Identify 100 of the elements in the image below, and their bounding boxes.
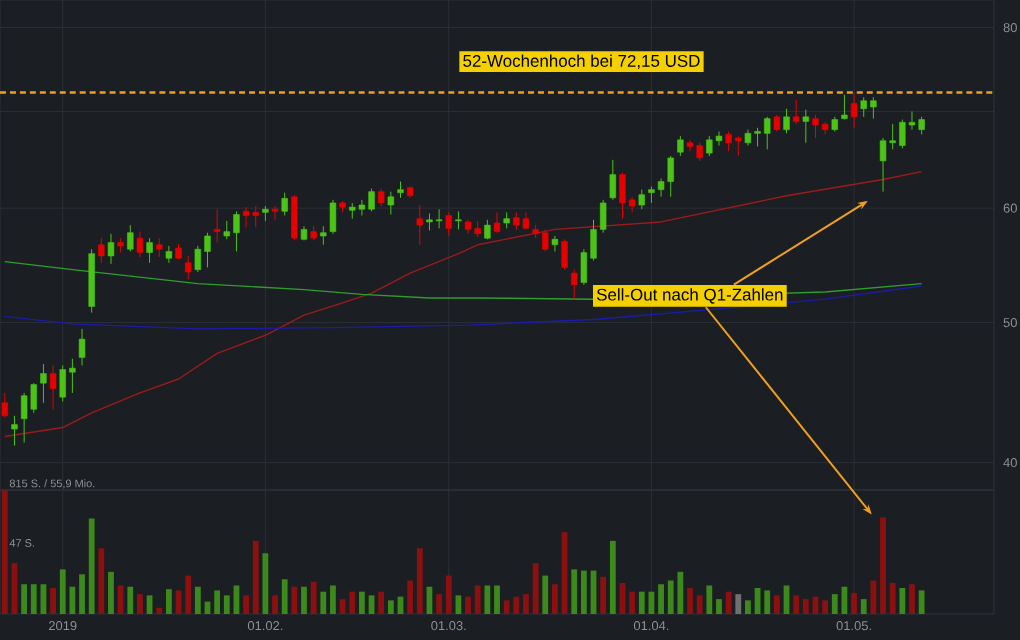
bar	[387, 600, 394, 614]
bar	[870, 580, 877, 614]
candlestick	[165, 245, 173, 264]
bar	[658, 584, 664, 614]
bar	[716, 599, 722, 614]
candlestick	[387, 191, 395, 215]
bar	[214, 590, 221, 614]
candlestick	[802, 109, 810, 144]
bar	[764, 590, 771, 614]
bar	[445, 575, 452, 614]
bar	[137, 594, 143, 614]
bar	[252, 540, 259, 614]
bar	[696, 595, 703, 614]
candlestick	[445, 211, 452, 237]
candlestick	[11, 415, 18, 447]
bar	[638, 591, 645, 614]
bar	[523, 594, 529, 614]
candlestick	[792, 99, 800, 125]
bar	[918, 590, 925, 614]
bar	[330, 585, 336, 614]
bar	[272, 595, 278, 614]
bar	[1, 490, 8, 614]
candlestick	[850, 92, 858, 129]
bar	[88, 518, 95, 614]
candlestick	[561, 238, 568, 271]
bar	[909, 584, 915, 614]
candlestick	[320, 225, 327, 246]
candlestick	[551, 235, 559, 252]
bar	[880, 517, 886, 614]
candlestick	[49, 364, 57, 410]
bar	[281, 579, 288, 614]
bar	[532, 563, 539, 614]
bar	[359, 591, 365, 614]
bar	[117, 585, 124, 614]
bar	[571, 569, 578, 614]
line-series	[4, 170, 923, 438]
bar	[687, 587, 693, 614]
candlestick	[609, 159, 617, 201]
ref-line-label: 52-Wochenhoch bei 72,15 USD	[463, 54, 700, 69]
candlestick	[136, 231, 144, 258]
bar	[773, 595, 780, 614]
candlestick	[1, 392, 9, 418]
annotation: Sell-Out nach Q1-Zahlen	[596, 288, 783, 304]
bar	[851, 592, 857, 614]
bar	[349, 591, 356, 614]
bar	[407, 580, 414, 614]
bar	[165, 589, 172, 614]
candlestick	[78, 328, 86, 366]
bar	[194, 586, 201, 614]
bar	[609, 540, 616, 614]
bar	[243, 595, 249, 614]
bar	[291, 586, 298, 614]
candlestick	[841, 94, 848, 121]
bar	[108, 571, 114, 614]
candlestick	[455, 210, 462, 230]
bar	[79, 574, 85, 614]
candlestick	[213, 208, 221, 244]
candlestick	[416, 204, 423, 246]
candlestick	[281, 192, 288, 217]
bar	[310, 581, 317, 614]
candlestick	[271, 205, 279, 221]
bar	[745, 600, 751, 614]
candlestick	[329, 199, 337, 235]
candlestick	[184, 255, 192, 281]
bar	[899, 587, 906, 614]
bar	[262, 553, 269, 614]
bar	[484, 585, 491, 614]
line-series	[4, 285, 923, 330]
bar	[629, 591, 636, 614]
candlestick	[783, 108, 790, 134]
bar	[706, 585, 713, 614]
candlestick	[571, 269, 578, 300]
bar	[185, 575, 192, 614]
candlestick	[291, 194, 298, 241]
bar	[494, 585, 500, 614]
bar	[725, 591, 732, 614]
bar	[416, 548, 423, 614]
bar	[21, 584, 28, 614]
bar	[793, 595, 800, 614]
bar	[301, 586, 307, 614]
bar	[831, 594, 838, 614]
candlestick	[638, 189, 645, 210]
bar	[436, 594, 442, 614]
bar	[320, 591, 327, 614]
candlestick	[98, 237, 105, 264]
candlestick	[156, 237, 163, 258]
candlestick	[40, 363, 47, 404]
bar	[50, 587, 56, 614]
bar	[378, 591, 385, 614]
bar	[30, 584, 37, 614]
bar	[822, 600, 829, 614]
bar	[735, 594, 742, 614]
bar	[600, 576, 607, 614]
bar	[542, 575, 549, 614]
bar	[552, 584, 558, 614]
candlestick	[677, 135, 684, 157]
candlestick	[127, 224, 134, 252]
candlestick	[107, 233, 115, 265]
bar	[474, 585, 481, 614]
bar	[580, 570, 587, 614]
